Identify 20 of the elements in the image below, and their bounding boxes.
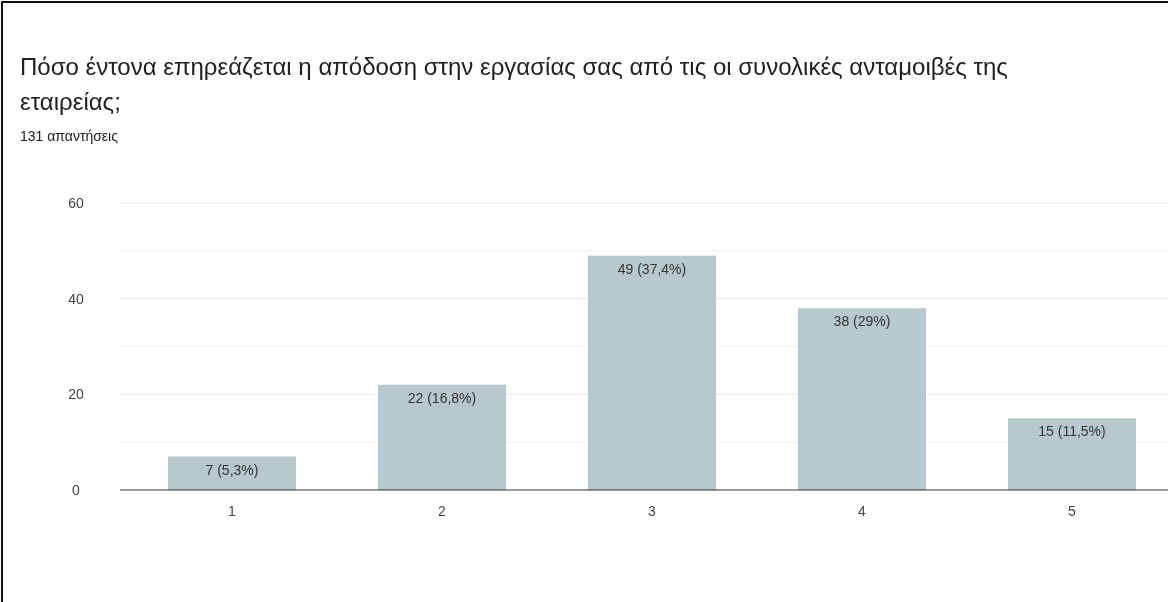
data-label: 15 (11,5%): [1038, 423, 1106, 440]
data-label: 22 (16,8%): [407, 389, 477, 406]
data-label: 7 (5,3%): [205, 461, 259, 478]
y-tick-label: 60: [68, 195, 84, 211]
bar: [587, 255, 717, 490]
bar: [377, 384, 507, 490]
x-tick-label: 1: [228, 503, 237, 519]
y-tick-label: 0: [72, 482, 81, 498]
chart-subtitle: 131 απαντήσεις: [20, 128, 119, 144]
bar: [797, 308, 927, 490]
chart-title: Πόσο έντονα επηρεάζεται η απόδοση στην εργασίας σας από τις οι συνολικές ανταμοιβές της εταιρείας;: [20, 53, 1008, 115]
y-tick-label: 40: [68, 290, 84, 307]
bar: [1007, 418, 1137, 490]
x-tick-label: 3: [648, 503, 657, 519]
x-tick-label: 5: [1068, 503, 1077, 519]
x-tick-label: 4: [858, 503, 867, 519]
y-tick-label: 20: [68, 386, 84, 403]
x-tick-label: 2: [438, 503, 447, 519]
data-label: 49 (37,4%): [617, 260, 687, 277]
data-label: 38 (29%): [833, 313, 891, 330]
